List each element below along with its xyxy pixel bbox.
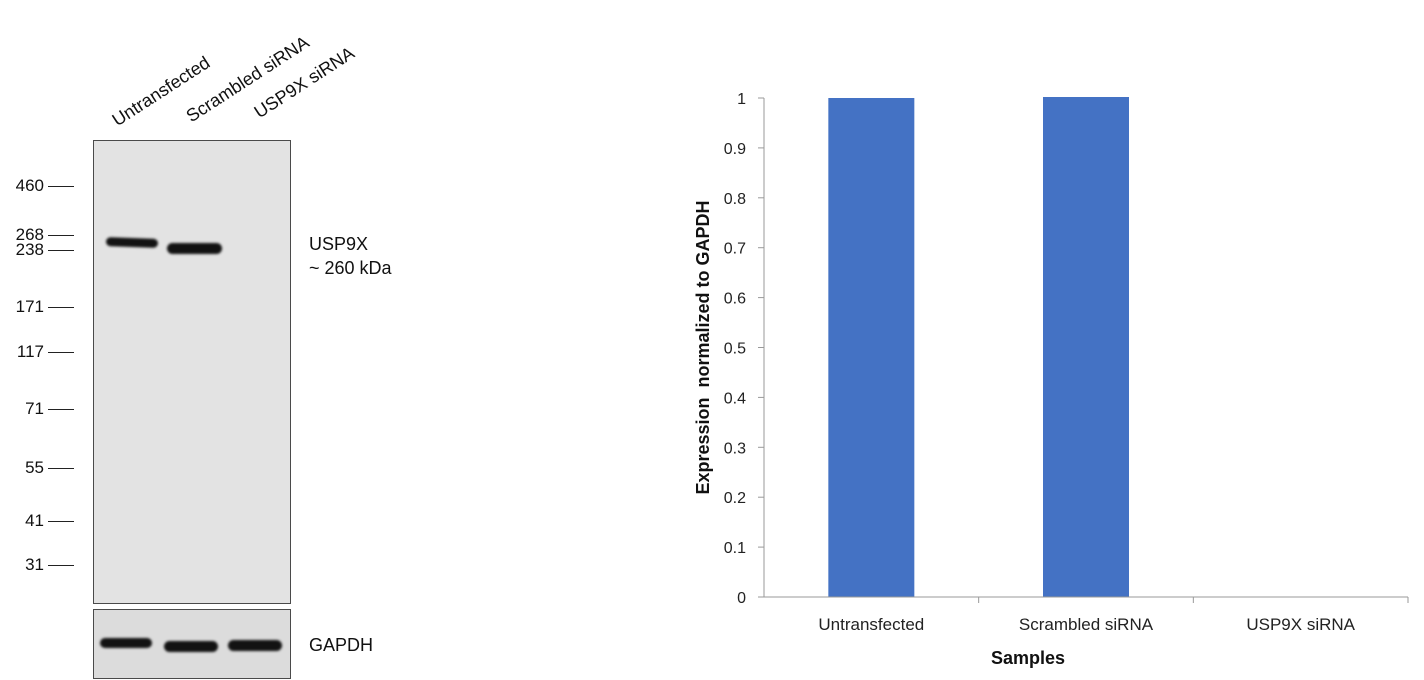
blot-membrane-main [93, 140, 291, 604]
band-gapdh-scrambled [164, 641, 218, 652]
y-tick-label: 0.5 [724, 341, 746, 358]
y-axis-title: Expression normalized to GAPDH [693, 200, 713, 494]
marker-55: 55 [0, 458, 74, 478]
bar-scrambled-sirna [1043, 97, 1129, 597]
blot-membrane-gapdh [93, 609, 291, 679]
band-gapdh-untransfected [100, 638, 152, 648]
marker-171: 171 [0, 297, 74, 317]
x-category-label: Scrambled siRNA [1019, 615, 1154, 634]
bar-untransfected [828, 98, 915, 597]
marker-238: 238 [0, 240, 74, 260]
y-tick-label: 0.1 [724, 540, 746, 557]
y-tick-label: 0.7 [724, 241, 746, 258]
target-size-label: ~ 260 kDa [309, 258, 392, 278]
y-tick-label: 0 [737, 590, 746, 607]
marker-460: 460 [0, 176, 74, 196]
y-tick-label: 0.2 [724, 490, 746, 507]
marker-71: 71 [0, 399, 74, 419]
loading-control-label: GAPDH [309, 635, 374, 655]
marker-268: 268 [0, 225, 74, 245]
band-usp9x-scrambled [167, 243, 222, 254]
band-gapdh-usp9x [228, 640, 282, 651]
y-tick-label: 1 [737, 91, 746, 108]
y-tick-label: 0.8 [724, 191, 746, 208]
x-category-label: Untransfected [818, 615, 924, 634]
y-tick-label: 0.3 [724, 440, 746, 457]
y-tick-label: 0.6 [724, 291, 746, 308]
x-axis-title: Samples [991, 648, 1065, 668]
marker-41: 41 [0, 511, 74, 531]
target-label: USP9X [309, 234, 369, 254]
y-tick-label: 0.4 [724, 390, 746, 407]
marker-31: 31 [0, 555, 74, 575]
x-category-label: USP9X siRNA [1246, 615, 1355, 634]
marker-117: 117 [0, 342, 74, 362]
y-tick-label: 0.9 [724, 141, 746, 158]
